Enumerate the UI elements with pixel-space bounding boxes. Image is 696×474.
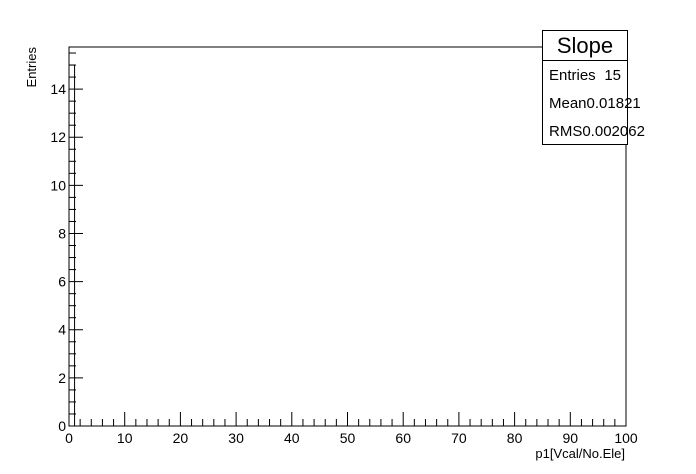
x-tick-label: 10 bbox=[117, 430, 133, 446]
x-tick-label: 20 bbox=[173, 430, 189, 446]
stats-row-rms: RMS 0.002062 bbox=[543, 117, 645, 145]
x-tick-label: 40 bbox=[284, 430, 300, 446]
y-tick-label: 8 bbox=[58, 225, 66, 241]
stats-value: 0.01821 bbox=[586, 94, 641, 112]
y-tick-label: 14 bbox=[50, 81, 66, 97]
x-tick-label: 90 bbox=[563, 430, 579, 446]
y-tick-label: 10 bbox=[50, 177, 66, 193]
stats-label: RMS bbox=[549, 122, 583, 140]
y-tick-label: 12 bbox=[50, 129, 66, 145]
x-tick-label: 50 bbox=[340, 430, 356, 446]
x-tick-label: 80 bbox=[507, 430, 523, 446]
y-axis: 0 2 4 6 8 10 12 14 bbox=[50, 52, 83, 434]
stats-value: 0.002062 bbox=[582, 122, 645, 140]
stats-label: Mean bbox=[549, 94, 587, 112]
y-tick-label: 6 bbox=[58, 274, 66, 290]
x-tick-label: 100 bbox=[614, 430, 638, 446]
x-tick-label: 70 bbox=[451, 430, 467, 446]
x-tick-label: 30 bbox=[228, 430, 244, 446]
stats-box: Slope Entries 15 Mean 0.01821 RMS 0.0020… bbox=[542, 30, 645, 145]
stats-row-mean: Mean 0.01821 bbox=[543, 89, 641, 117]
x-tick-label: 0 bbox=[65, 430, 73, 446]
y-tick-label: 0 bbox=[58, 418, 66, 434]
x-tick-label: 60 bbox=[395, 430, 411, 446]
x-axis: 0 10 20 30 40 50 60 70 80 90 100 bbox=[65, 412, 638, 446]
y-axis-title: Entries bbox=[24, 47, 39, 88]
x-axis-title: p1[Vcal/No.Ele] bbox=[535, 446, 625, 461]
stats-label: Entries bbox=[549, 66, 596, 84]
stats-title: Slope bbox=[543, 31, 627, 61]
stats-value: 15 bbox=[604, 66, 621, 84]
stats-row-entries: Entries 15 bbox=[543, 61, 627, 89]
y-tick-label: 4 bbox=[58, 322, 66, 338]
y-tick-label: 2 bbox=[58, 370, 66, 386]
